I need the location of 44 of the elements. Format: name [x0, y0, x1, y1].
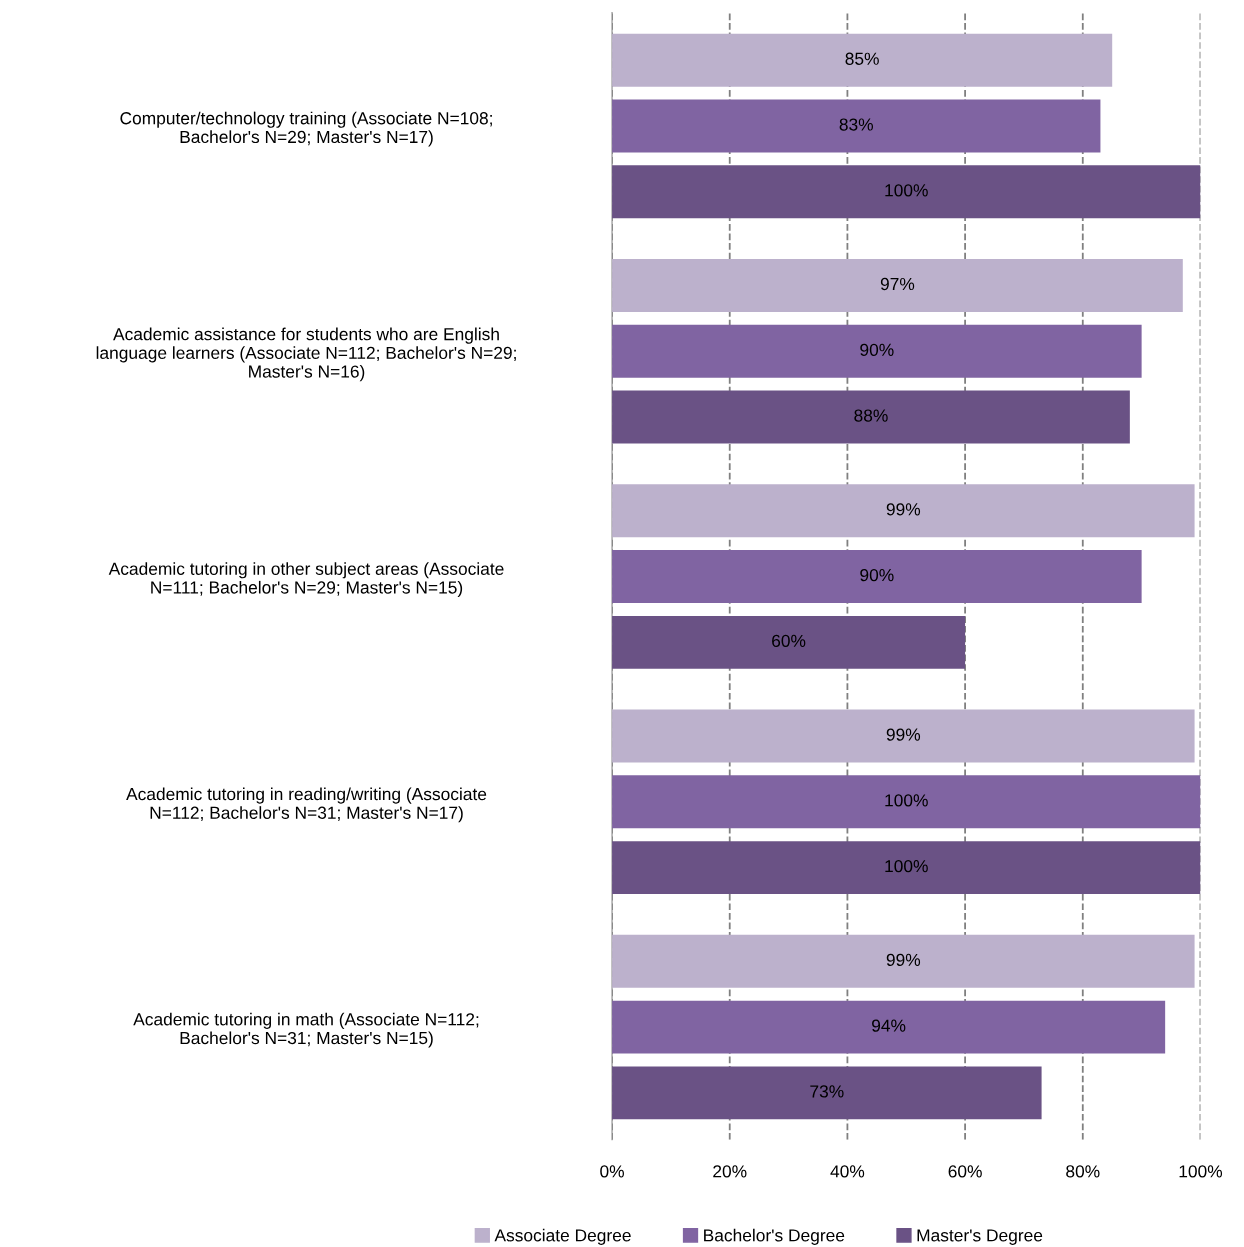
bar — [612, 709, 1195, 763]
data-label: 60% — [772, 634, 806, 648]
x-tick-label: 100% — [1179, 1165, 1223, 1178]
x-tick-label: 60% — [948, 1165, 982, 1178]
legend-label: Bachelor's Degree — [704, 1228, 845, 1245]
bar — [612, 1000, 1166, 1054]
data-label: 90% — [860, 568, 894, 582]
bar — [612, 33, 1113, 87]
bar — [612, 99, 1101, 153]
bar — [612, 165, 1201, 219]
data-label: 99% — [886, 728, 921, 741]
bar — [612, 934, 1195, 988]
data-label: 94% — [872, 1019, 906, 1032]
data-label: 85% — [845, 52, 879, 65]
bar — [612, 390, 1130, 444]
bar — [612, 841, 1201, 895]
y-tick-label: Academic tutoring in math (Associate N=112; Bachelor's N=31; Master's N=15) — [133, 1012, 479, 1048]
x-tick-label: 0% — [600, 1165, 624, 1178]
data-label: 73% — [810, 1085, 844, 1098]
bar — [612, 259, 1183, 312]
data-label: 90% — [860, 343, 894, 356]
x-tick-label: 40% — [830, 1165, 865, 1178]
bar — [612, 1066, 1042, 1120]
bar — [612, 484, 1195, 538]
data-label: 100% — [885, 859, 928, 873]
y-tick-label: Academic assistance for students who are English language learners (Associate N=112; Bachelor's N=29; Master's N=16) — [96, 327, 516, 382]
y-tick-label: Computer/technology training (Associate N=108; Bachelor's N=29; Master's N=17) — [120, 111, 492, 147]
data-label: 83% — [839, 118, 873, 131]
bar — [612, 550, 1142, 604]
data-label: 97% — [880, 277, 915, 291]
data-label: 100% — [885, 184, 928, 197]
x-tick-label: 80% — [1066, 1165, 1100, 1178]
legend-label: Associate Degree — [494, 1228, 631, 1245]
bar — [612, 324, 1142, 378]
bar — [612, 775, 1201, 829]
legend-label: Master's Degree — [917, 1229, 1043, 1245]
x-tick-label: 20% — [713, 1165, 747, 1178]
data-label: 99% — [886, 953, 921, 966]
data-label: 99% — [886, 503, 921, 516]
bar — [612, 615, 966, 669]
data-label: 88% — [854, 409, 888, 422]
data-label: 100% — [885, 794, 928, 807]
y-tick-label: Academic tutoring in reading/writing (Associate N=112; Bachelor's N=31; Master's N=17) — [126, 787, 487, 823]
y-tick-label: Academic tutoring in other subject areas (Associate N=111; Bachelor's N=29; Master's N=15) — [108, 562, 504, 598]
